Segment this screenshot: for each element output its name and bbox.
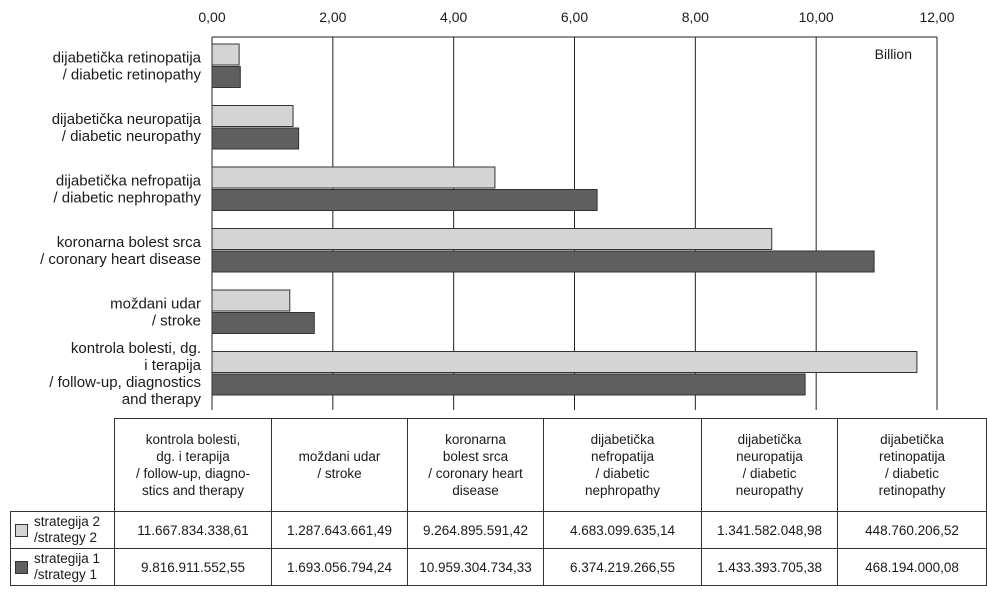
table-column-header: dijabetička neuropatija / diabetic neuro…	[701, 418, 838, 512]
unit-label: Billion	[875, 46, 912, 62]
bar-strategy-2	[211, 166, 496, 189]
x-tick-label: 10,00	[799, 9, 834, 25]
table-row-strategy-1: strategija 1 /strategy 1 9.816.911.552,5…	[10, 548, 987, 586]
x-tick-labels: 0,00 2,00 4,00 6,00 8,00 10,00 12,00	[198, 9, 954, 25]
row-header: strategija 1 /strategy 1	[10, 548, 115, 586]
table-column-header: moždani udar / stroke	[271, 418, 408, 512]
x-tick-label: 0,00	[198, 9, 225, 25]
x-tick-label: 6,00	[561, 9, 588, 25]
table-cell: 1.341.582.048,98	[701, 511, 838, 549]
x-tick-label: 2,00	[319, 9, 346, 25]
bars	[211, 43, 918, 396]
table-column-header: dijabetička nefropatija / diabetic nephr…	[543, 418, 702, 512]
row-label: strategija 2 /strategy 2	[34, 514, 101, 545]
table-cell: 9.264.895.591,42	[407, 511, 544, 549]
table-cell: 448.760.206,52	[837, 511, 987, 549]
bar-strategy-2	[211, 228, 773, 250]
bar-strategy-1	[211, 250, 875, 273]
bar-strategy-1	[211, 189, 598, 211]
category-labels: dijabetička retinopatija / diabetic retin…	[40, 49, 202, 408]
table-column-header: dijabetička retinopatija / diabetic reti…	[837, 418, 987, 512]
bar-strategy-1	[211, 127, 300, 150]
legend-swatch-strategy-1	[15, 560, 28, 574]
category-label: dijabetička nefropatija / diabetic nephro…	[53, 172, 201, 206]
row-header: strategija 2 /strategy 2	[10, 511, 115, 549]
table-cell: 11.667.834.338,61	[114, 511, 272, 549]
table-row-strategy-2: strategija 2 /strategy 2 11.667.834.338,…	[10, 511, 987, 549]
category-label: moždani udar / stroke	[110, 295, 201, 329]
bar-strategy-2	[211, 105, 294, 127]
table-cell: 10.959.304.734,33	[407, 548, 544, 586]
data-table: kontrola bolesti, dg. i terapija / follo…	[10, 418, 987, 586]
table-column-header: koronarna bolest srca / coronary heart d…	[407, 418, 544, 512]
x-tick-label: 8,00	[682, 9, 709, 25]
table-cell: 1.693.056.794,24	[271, 548, 408, 586]
x-tick-label: 12,00	[919, 9, 954, 25]
table-cell: 468.194.000,08	[837, 548, 987, 586]
category-label: dijabetička retinopatija / diabetic retin…	[53, 49, 202, 83]
table-cell: 1.433.393.705,38	[701, 548, 838, 586]
row-label: strategija 1 /strategy 1	[34, 551, 101, 582]
table-column-header: kontrola bolesti, dg. i terapija / follo…	[114, 418, 272, 512]
table-cell: 6.374.219.266,55	[543, 548, 702, 586]
x-tick-label: 4,00	[440, 9, 467, 25]
bar-strategy-1	[211, 373, 806, 396]
legend-swatch-strategy-2	[15, 523, 28, 537]
bar-strategy-2	[211, 351, 918, 373]
category-label: koronarna bolest srca / coronary heart di…	[40, 234, 202, 268]
bar-strategy-2	[211, 289, 291, 312]
table-cell: 1.287.643.661,49	[271, 511, 408, 549]
table-corner	[10, 418, 115, 512]
table-cell: 9.816.911.552,55	[114, 548, 272, 586]
table-cell: 4.683.099.635,14	[543, 511, 702, 549]
category-label: kontrola bolesti, dg. i terapija / follow-…	[49, 340, 201, 408]
category-label: dijabetička neuropatija / diabetic neurop…	[52, 111, 202, 145]
gridlines	[211, 36, 938, 410]
table-header-row: kontrola bolesti, dg. i terapija / follo…	[10, 418, 987, 512]
bar-strategy-2	[211, 43, 240, 66]
bar-strategy-1	[211, 66, 241, 88]
bar-chart: 0,00 2,00 4,00 6,00 8,00 10,00 12,00 dijabetič…	[40, 9, 955, 410]
bar-strategy-1	[211, 312, 315, 334]
